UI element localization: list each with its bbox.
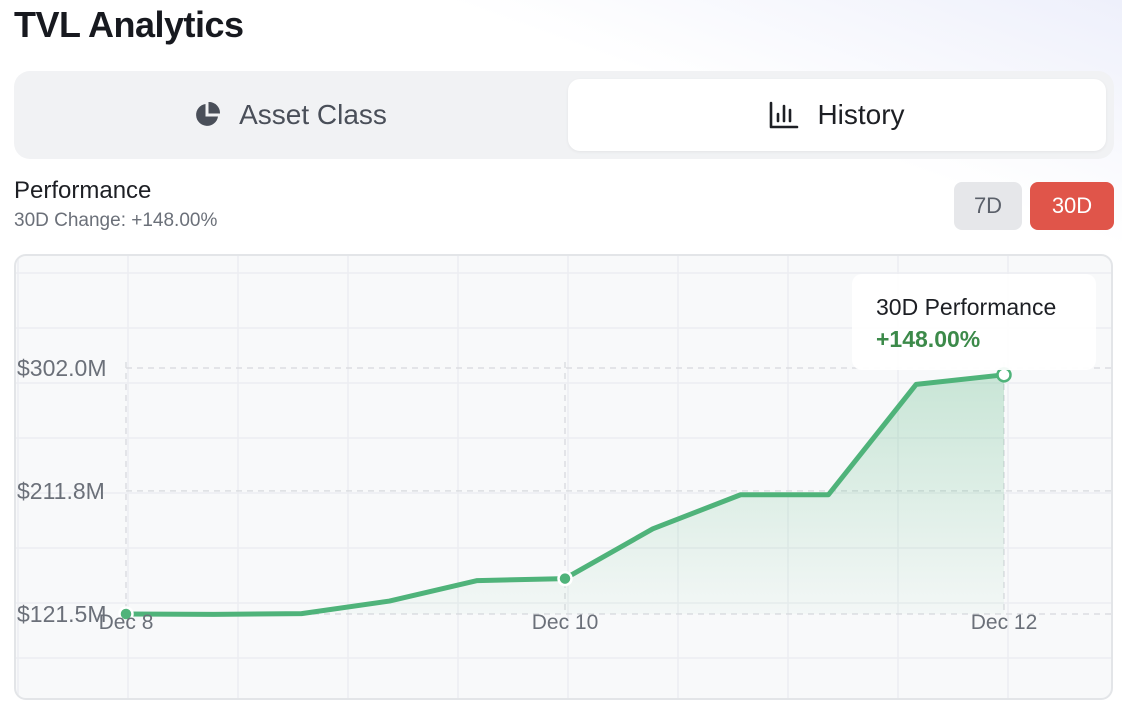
performance-title: Performance bbox=[14, 177, 152, 204]
performance-change: 30D Change: +148.00% bbox=[14, 210, 218, 231]
tooltip-title: 30D Performance bbox=[876, 294, 1057, 320]
tab-history[interactable]: History bbox=[568, 79, 1106, 151]
range-7d-button[interactable]: 7D bbox=[954, 182, 1022, 230]
tab-history-label: History bbox=[817, 99, 905, 130]
tooltip-value: +148.00% bbox=[876, 326, 981, 352]
x-tick-label: Dec 12 bbox=[971, 611, 1038, 634]
series-area bbox=[126, 374, 1004, 615]
y-tick-label: $121.5M bbox=[17, 601, 107, 627]
tab-asset-class[interactable]: Asset Class bbox=[18, 79, 562, 151]
view-tabs: Asset Class History bbox=[14, 71, 1114, 159]
data-point bbox=[557, 570, 573, 587]
data-point bbox=[996, 367, 1012, 383]
x-tick-label: Dec 10 bbox=[532, 611, 599, 634]
data-point bbox=[118, 606, 134, 622]
tab-asset-class-label: Asset Class bbox=[239, 99, 387, 130]
range-30d-button[interactable]: 30D bbox=[1030, 182, 1114, 230]
y-tick-label: $302.0M bbox=[17, 355, 107, 381]
x-tick-label: Dec 8 bbox=[99, 611, 154, 634]
pie-chart-icon bbox=[193, 101, 221, 129]
bar-chart-icon bbox=[769, 101, 799, 129]
y-tick-label: $211.8M bbox=[17, 478, 105, 504]
history-chart: $121.5M $211.8M $302.0M Dec 8 Dec 10 Dec 12 3… bbox=[14, 254, 1113, 700]
page-title: TVL Analytics bbox=[14, 4, 244, 45]
chart-tooltip: 30D Performance +148.00% bbox=[852, 274, 1096, 370]
